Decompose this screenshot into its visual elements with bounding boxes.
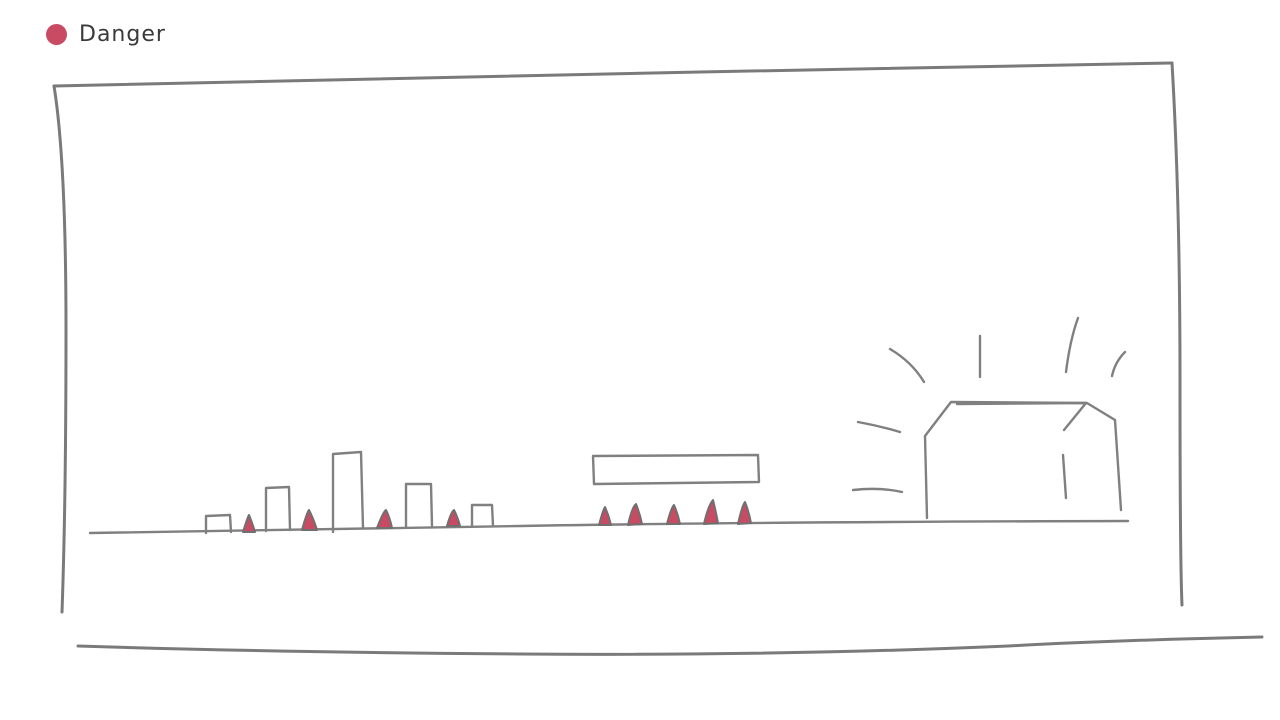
spike bbox=[598, 506, 612, 526]
danger-dot-icon bbox=[46, 23, 67, 45]
platform bbox=[591, 453, 761, 486]
frame-right bbox=[1170, 61, 1184, 607]
glow-ray bbox=[856, 420, 902, 434]
glow-ray bbox=[851, 487, 904, 494]
house-roof-line bbox=[955, 401, 1088, 432]
goal-house bbox=[851, 316, 1127, 520]
spike bbox=[627, 503, 643, 526]
spike bbox=[666, 504, 681, 525]
frame-left bbox=[52, 84, 68, 614]
frame-top bbox=[52, 61, 1174, 88]
blocks bbox=[204, 450, 495, 535]
block bbox=[331, 450, 365, 534]
block bbox=[204, 513, 233, 535]
legend-label-danger: Danger bbox=[79, 21, 166, 47]
block bbox=[264, 485, 292, 533]
spike bbox=[242, 514, 256, 533]
block bbox=[404, 482, 434, 529]
glow-ray bbox=[1110, 350, 1127, 378]
ground-line bbox=[88, 519, 1130, 535]
spike bbox=[737, 501, 752, 525]
spike bbox=[446, 509, 461, 527]
glow-ray bbox=[888, 347, 926, 384]
spike bbox=[301, 509, 318, 531]
spike bbox=[376, 509, 393, 529]
legend: Danger bbox=[46, 18, 166, 50]
house-outline bbox=[923, 400, 1123, 520]
platform-spikes bbox=[598, 499, 752, 526]
spike bbox=[703, 499, 719, 525]
house-inner-line bbox=[1061, 453, 1068, 500]
floor-spikes bbox=[242, 509, 461, 533]
frame-bottom bbox=[76, 635, 1264, 656]
block bbox=[470, 503, 495, 528]
glow-ray bbox=[1064, 316, 1080, 374]
frame bbox=[52, 61, 1264, 656]
